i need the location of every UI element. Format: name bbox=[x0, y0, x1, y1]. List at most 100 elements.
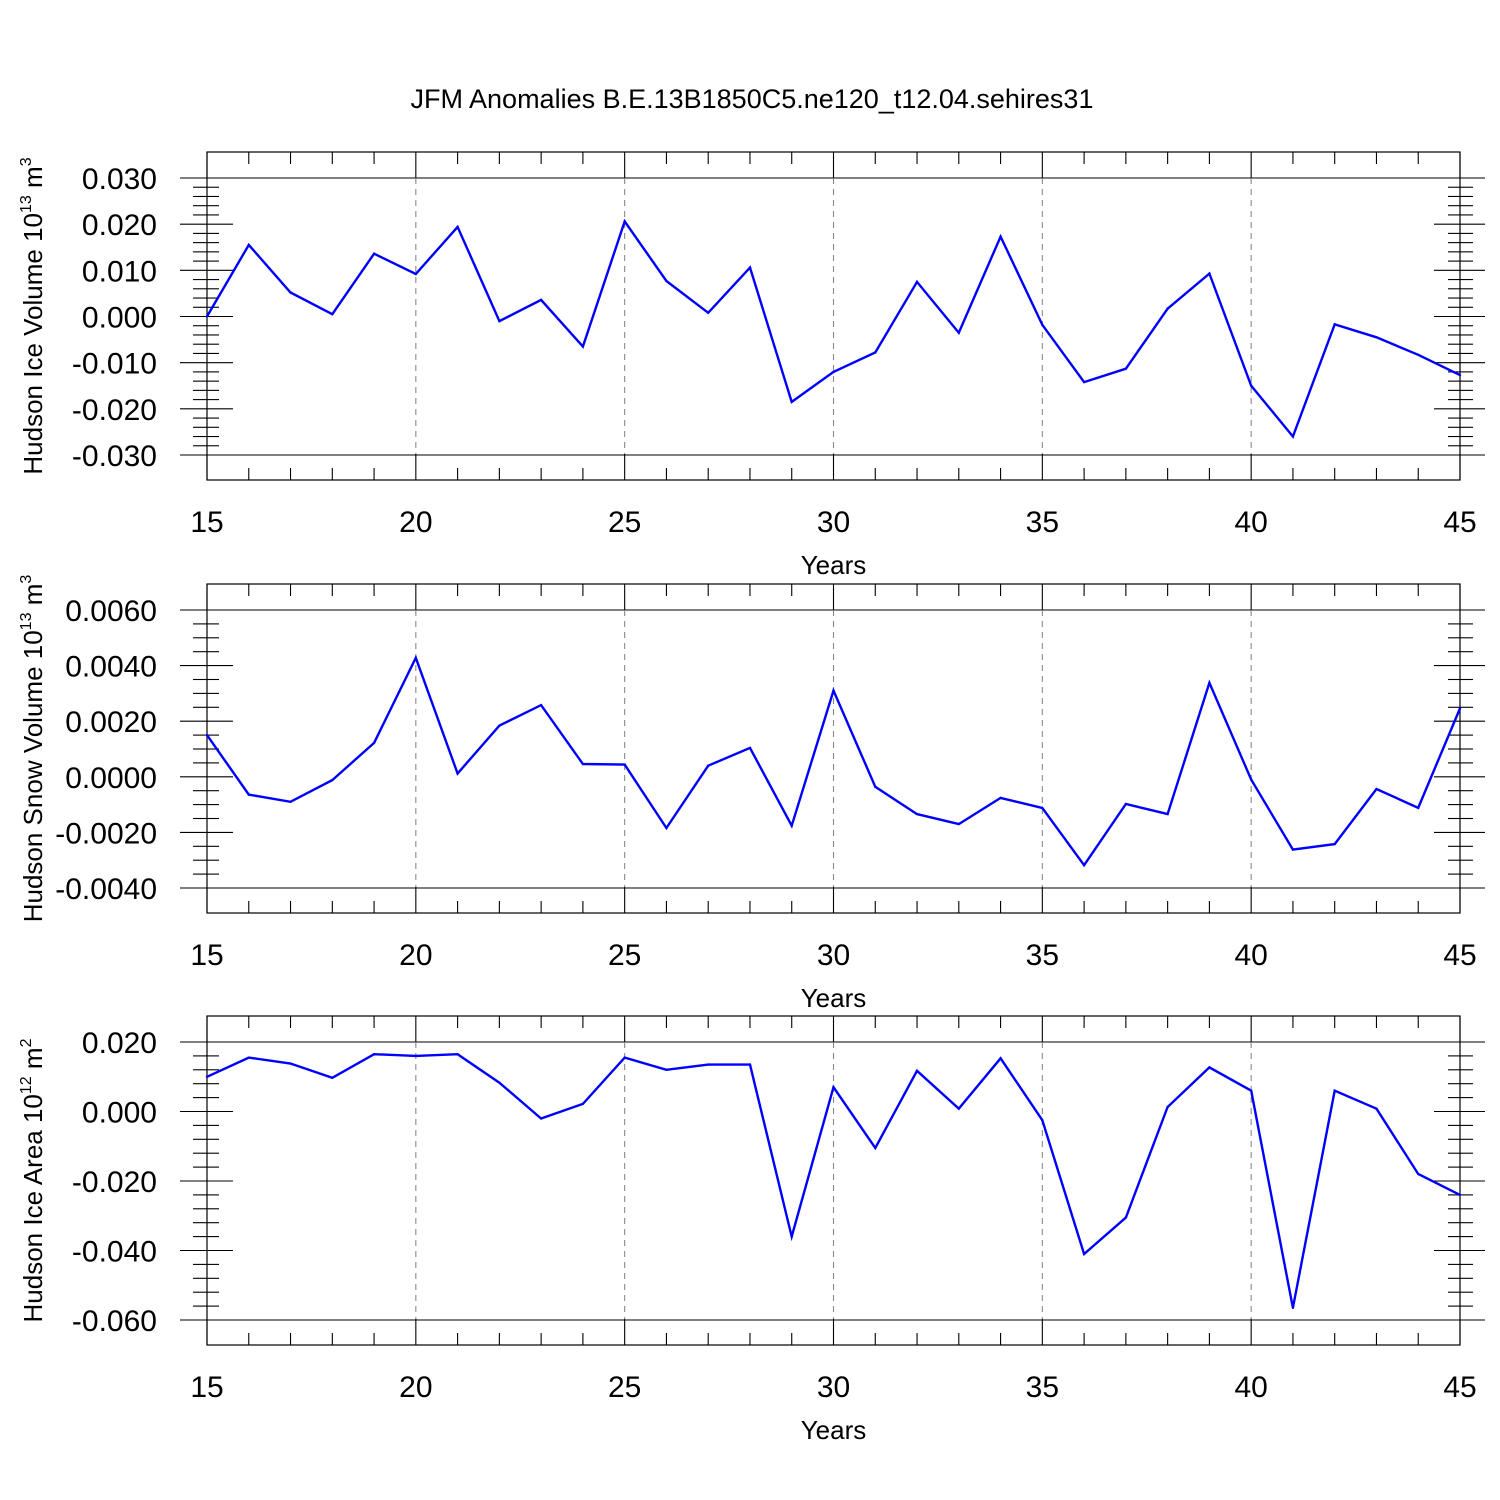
x-tick-label: 20 bbox=[399, 506, 432, 539]
data-point bbox=[832, 1085, 835, 1089]
x-tick-label: 40 bbox=[1234, 506, 1267, 539]
y-axis-title: Hudson Ice Volume 1013 m3 bbox=[18, 157, 48, 474]
y-axis-title-exponent: 13 bbox=[18, 195, 35, 213]
y-tick-label: 0.000 bbox=[82, 1097, 157, 1130]
x-tick-label: 45 bbox=[1443, 1371, 1476, 1404]
y-tick-label: 0.000 bbox=[82, 302, 157, 335]
y-tick-label: 0.0020 bbox=[65, 706, 157, 739]
data-point bbox=[999, 235, 1002, 238]
data-point bbox=[874, 785, 877, 789]
data-point bbox=[1333, 323, 1336, 326]
y-tick-label: -0.010 bbox=[72, 348, 157, 381]
data-point bbox=[957, 822, 960, 826]
data-point bbox=[331, 778, 334, 782]
data-point bbox=[1208, 272, 1211, 275]
data-point bbox=[915, 280, 919, 284]
data-point bbox=[372, 741, 376, 745]
data-point bbox=[456, 772, 459, 775]
x-tick-label: 25 bbox=[608, 506, 641, 539]
data-point bbox=[874, 351, 877, 354]
data-point bbox=[1458, 707, 1462, 710]
x-tick-label: 35 bbox=[1026, 1371, 1059, 1404]
data-point bbox=[957, 331, 960, 334]
y-tick-label: 0.0000 bbox=[65, 762, 157, 795]
data-point bbox=[205, 1075, 209, 1078]
data-point bbox=[1041, 323, 1044, 327]
y-tick-label: -0.040 bbox=[72, 1236, 157, 1269]
y-tick-label: -0.0040 bbox=[55, 873, 157, 906]
x-tick-label: 35 bbox=[1026, 506, 1059, 539]
data-point bbox=[1166, 1105, 1169, 1109]
data-point bbox=[1458, 1193, 1462, 1197]
x-tick-label: 40 bbox=[1234, 939, 1267, 972]
y-axis-title: Hudson Ice Area 1012 m2 bbox=[18, 1038, 48, 1322]
y-tick-label: -0.020 bbox=[72, 394, 157, 427]
x-tick-label: 15 bbox=[190, 506, 223, 539]
x-tick-label: 25 bbox=[608, 939, 641, 972]
data-point bbox=[414, 656, 418, 660]
data-point bbox=[1417, 806, 1420, 810]
data-point bbox=[832, 689, 835, 692]
data-point bbox=[1166, 307, 1169, 310]
data-point bbox=[1417, 1172, 1420, 1176]
y-axis-title-unit: m bbox=[18, 166, 48, 195]
data-point bbox=[1041, 1118, 1044, 1122]
x-tick-label: 15 bbox=[190, 939, 223, 972]
data-point bbox=[1375, 1107, 1378, 1110]
x-tick-label: 30 bbox=[817, 1371, 850, 1404]
data-point bbox=[247, 793, 250, 796]
y-axis-title-prefix: Hudson Ice Volume 10 bbox=[18, 213, 48, 475]
data-point bbox=[915, 1069, 919, 1073]
data-point bbox=[1291, 848, 1295, 851]
x-tick-label: 30 bbox=[817, 506, 850, 539]
main-title: JFM Anomalies B.E.13B1850C5.ne120_t12.04… bbox=[411, 84, 1094, 114]
y-axis-title-prefix: Hudson Ice Area 10 bbox=[18, 1094, 48, 1322]
panels: 15 20 25 30 35 40 45 Years -0.030 -0.020 -0.010 0.0… bbox=[18, 151, 1485, 1445]
data-point bbox=[456, 225, 459, 229]
y-axis-title: Hudson Snow Volume 1013 m3 bbox=[18, 575, 48, 923]
data-point bbox=[1458, 373, 1462, 377]
data-point bbox=[1375, 787, 1378, 791]
data-point bbox=[623, 763, 626, 766]
data-point bbox=[1124, 802, 1128, 806]
y-axis-title-unit-exponent: 3 bbox=[18, 157, 35, 166]
data-point bbox=[539, 298, 543, 302]
data-point bbox=[665, 1068, 668, 1072]
y-axis-title-exponent: 12 bbox=[18, 1076, 35, 1094]
x-tick-label: 35 bbox=[1026, 939, 1059, 972]
data-point bbox=[1082, 380, 1086, 384]
data-point bbox=[1291, 435, 1295, 438]
y-axis-title-exponent: 13 bbox=[18, 612, 35, 630]
data-point bbox=[790, 1235, 793, 1238]
y-axis-title-unit-exponent: 3 bbox=[18, 575, 35, 584]
data-point bbox=[999, 796, 1002, 800]
data-point bbox=[748, 266, 752, 269]
data-point bbox=[1291, 1306, 1295, 1310]
y-axis-title-prefix: Hudson Snow Volume 10 bbox=[18, 630, 48, 922]
data-point bbox=[1166, 812, 1169, 816]
data-point bbox=[498, 1081, 501, 1084]
y-tick-label: 0.0060 bbox=[65, 595, 157, 628]
y-tick-label: 0.020 bbox=[82, 1027, 157, 1060]
data-point bbox=[1333, 842, 1336, 846]
data-point bbox=[915, 812, 919, 816]
y-axis-title-unit-exponent: 2 bbox=[18, 1038, 35, 1047]
data-point bbox=[1375, 336, 1378, 339]
data-point bbox=[581, 762, 585, 766]
data-point bbox=[372, 252, 376, 255]
data-point bbox=[498, 724, 501, 727]
data-point bbox=[707, 311, 710, 315]
data-point bbox=[790, 400, 793, 404]
data-point bbox=[1208, 1066, 1211, 1069]
data-point bbox=[539, 703, 543, 707]
data-point bbox=[498, 319, 501, 323]
data-point bbox=[1124, 367, 1128, 370]
y-tick-label: 0.020 bbox=[82, 209, 157, 242]
data-point bbox=[581, 345, 585, 348]
panel-3: 15 20 25 30 35 40 45 Years -0.060 -0.040 -0.020 0.0… bbox=[18, 1015, 1485, 1445]
data-point bbox=[456, 1052, 459, 1056]
data-point bbox=[581, 1102, 585, 1106]
data-point bbox=[957, 1107, 960, 1110]
x-tick-label: 45 bbox=[1443, 939, 1476, 972]
data-point bbox=[832, 370, 835, 374]
